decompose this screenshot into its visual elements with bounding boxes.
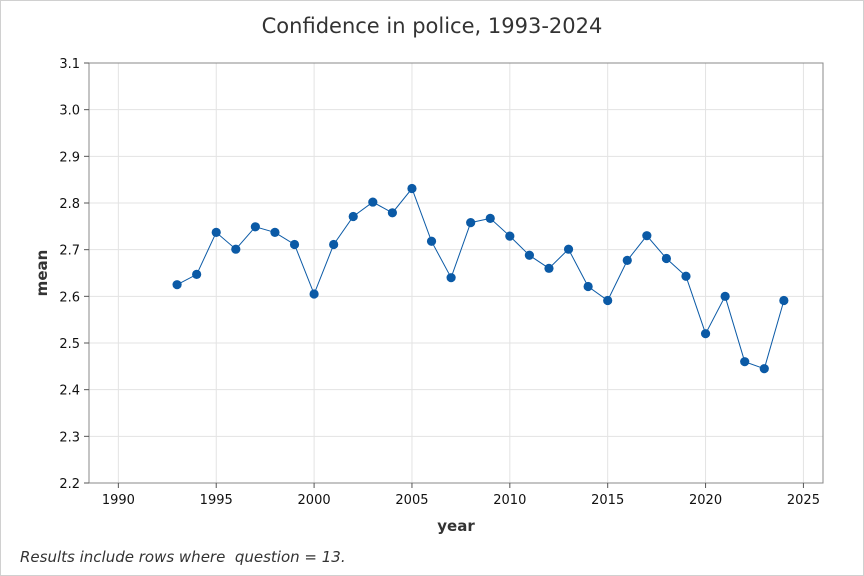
plot-area-border [88, 62, 824, 484]
footnote: Results include rows where question = 13… [20, 548, 346, 566]
data-point[interactable] [309, 289, 319, 299]
data-point[interactable] [329, 239, 339, 250]
data-point[interactable] [485, 213, 495, 223]
data-point[interactable] [720, 291, 730, 301]
x-tick-label: 1995 [200, 493, 233, 508]
x-tick-label: 2020 [689, 493, 722, 508]
data-point[interactable] [700, 329, 711, 339]
x-tick-label: 2025 [787, 493, 820, 508]
data-point[interactable] [426, 236, 437, 246]
x-axis-label: year [437, 517, 475, 535]
data-point[interactable] [368, 197, 378, 207]
data-point[interactable] [759, 364, 769, 374]
data-point[interactable] [603, 295, 613, 306]
y-tick-label: 2.6 [59, 290, 80, 305]
y-tick-label: 3.0 [59, 104, 80, 119]
x-tick-label: 2005 [395, 493, 428, 508]
x-tick-label: 2000 [298, 493, 331, 508]
data-point[interactable] [192, 269, 202, 279]
data-point[interactable] [231, 244, 241, 254]
data-point[interactable] [544, 263, 554, 273]
data-point[interactable] [289, 239, 300, 250]
y-tick-label: 2.4 [59, 384, 80, 399]
data-point[interactable] [211, 227, 221, 237]
data-point[interactable] [270, 227, 280, 237]
data-point[interactable] [661, 253, 672, 264]
y-tick-label: 2.5 [59, 337, 80, 352]
y-axis-ticks: 2.2 2.3 2.4 2.5 2.6 2.7 2.8 2.9 3.0 3.1 [59, 57, 89, 492]
y-tick-label: 2.3 [59, 430, 80, 445]
x-tick-label: 2010 [493, 493, 526, 508]
data-point[interactable] [407, 183, 417, 194]
data-point[interactable] [779, 295, 789, 306]
series-line [176, 187, 785, 370]
y-axis-label: mean [33, 250, 51, 297]
data-point[interactable] [250, 222, 260, 232]
data-point[interactable] [642, 231, 652, 241]
data-point[interactable] [524, 250, 535, 260]
x-axis-ticks: 1990 1995 2000 2005 2010 2015 2020 2025 [102, 483, 820, 508]
x-tick-label: 2015 [591, 493, 624, 508]
data-point[interactable] [172, 280, 182, 290]
data-point[interactable] [446, 273, 456, 283]
data-point[interactable] [622, 255, 632, 265]
data-point[interactable] [505, 231, 515, 241]
y-tick-label: 3.1 [59, 57, 80, 72]
data-point[interactable] [681, 271, 691, 281]
y-tick-label: 2.2 [59, 477, 80, 492]
chart-title: Confidence in police, 1993-2024 [261, 14, 603, 38]
y-tick-label: 2.8 [59, 197, 80, 212]
y-tick-label: 2.9 [59, 150, 80, 165]
data-point[interactable] [348, 211, 358, 222]
data-point[interactable] [387, 208, 397, 218]
data-point[interactable] [583, 281, 593, 292]
data-point[interactable] [563, 244, 574, 254]
y-tick-label: 2.7 [59, 244, 80, 259]
series-group [172, 183, 789, 374]
data-point[interactable] [466, 218, 476, 228]
x-tick-label: 1990 [102, 493, 135, 508]
data-point[interactable] [740, 357, 750, 367]
